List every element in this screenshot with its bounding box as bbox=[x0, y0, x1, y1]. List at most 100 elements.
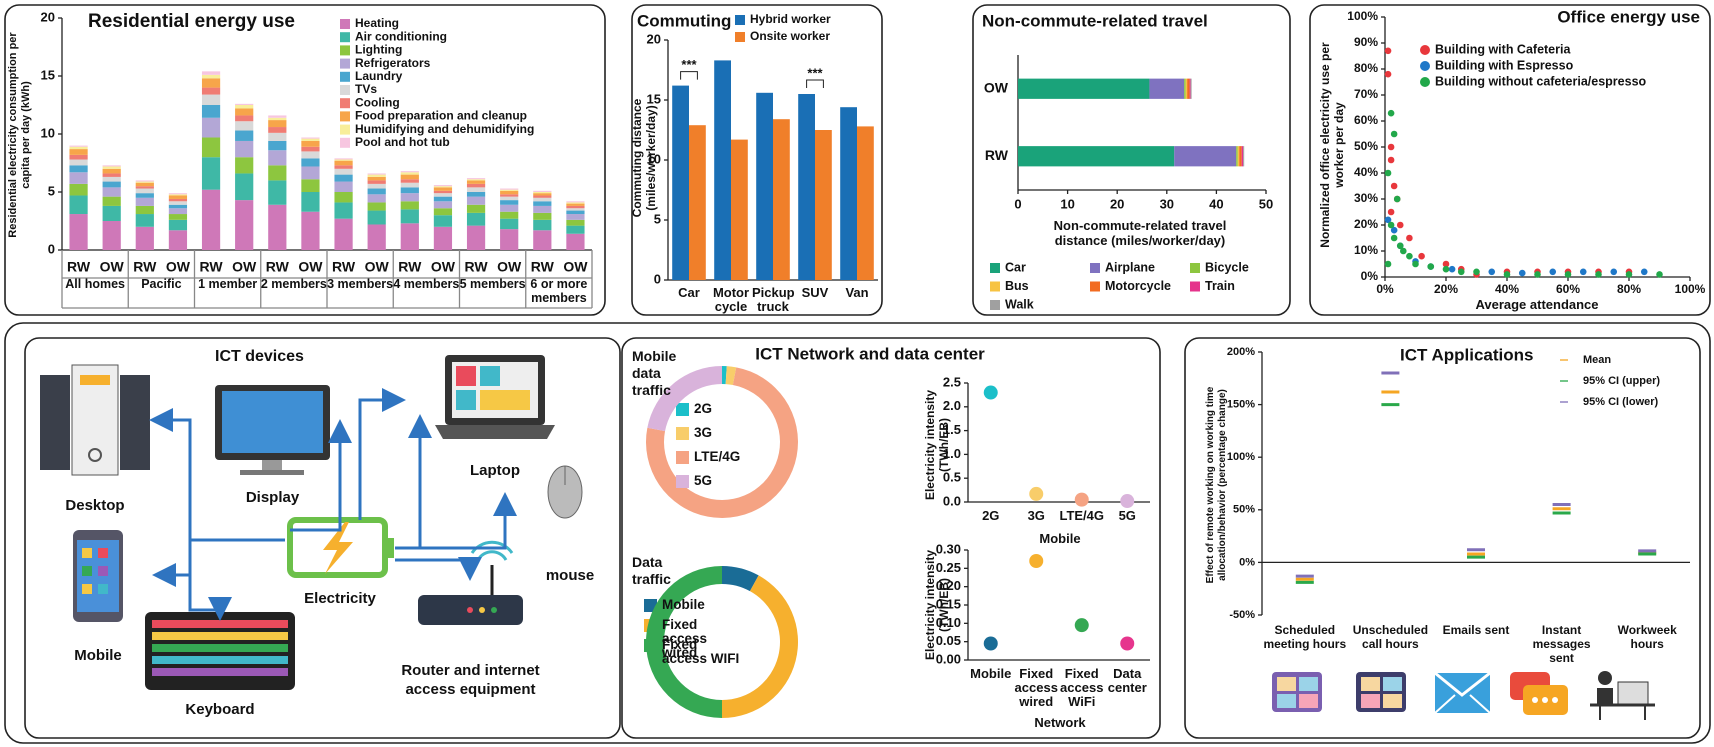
bar bbox=[168, 193, 188, 195]
bar bbox=[102, 221, 121, 250]
legend-swatch bbox=[735, 32, 745, 42]
bar bbox=[69, 183, 88, 196]
panel-frame bbox=[621, 337, 1161, 739]
x-tick-label: 2G bbox=[982, 508, 1000, 523]
group-label: 4 members bbox=[393, 277, 460, 291]
point bbox=[1473, 268, 1480, 276]
point bbox=[983, 636, 998, 651]
y-tick-label: 50% bbox=[1354, 139, 1378, 153]
y-tick-label: 80% bbox=[1354, 61, 1378, 75]
legend-swatch bbox=[340, 98, 350, 109]
y-tick-label: 15 bbox=[647, 91, 661, 106]
point bbox=[1427, 263, 1435, 270]
bar bbox=[268, 140, 287, 151]
legend-swatch bbox=[1090, 281, 1100, 292]
group-label: 6 or more members bbox=[530, 277, 588, 305]
bar bbox=[301, 146, 320, 152]
legend-swatch bbox=[340, 45, 350, 56]
legend-label: Building with Espresso bbox=[1435, 58, 1574, 72]
x-tick-label: OW bbox=[100, 259, 125, 275]
donut-slice bbox=[725, 366, 737, 386]
y-tick-label: 20 bbox=[647, 31, 661, 46]
bar bbox=[1236, 146, 1238, 167]
bar bbox=[1189, 78, 1191, 99]
bar bbox=[135, 214, 154, 227]
bar bbox=[466, 212, 486, 226]
group-label: 1 member bbox=[198, 277, 258, 291]
legend-swatch bbox=[1420, 45, 1430, 55]
point bbox=[1387, 156, 1395, 164]
y-tick-label: 1.0 bbox=[943, 446, 961, 461]
y-tick-label: 10 bbox=[647, 151, 661, 166]
bar bbox=[1174, 146, 1237, 167]
legend-label: Building with Cafeteria bbox=[1435, 42, 1571, 56]
bar bbox=[400, 182, 419, 188]
legend-label: Onsite worker bbox=[750, 29, 830, 43]
bar bbox=[566, 233, 585, 250]
point bbox=[1412, 260, 1419, 268]
x-tick-label: 80% bbox=[1617, 282, 1641, 296]
point bbox=[1074, 492, 1089, 507]
bar bbox=[69, 145, 88, 147]
bar bbox=[102, 205, 121, 221]
legend-label: Bicycle bbox=[1205, 260, 1249, 274]
legend-label: Lighting bbox=[355, 43, 402, 57]
bar bbox=[433, 187, 453, 191]
x-tick-label: RW bbox=[200, 259, 224, 275]
chart-title: Mobile data traffic bbox=[632, 348, 677, 398]
legend-label: Train bbox=[1205, 279, 1235, 293]
legend-swatch bbox=[1190, 263, 1200, 273]
bar bbox=[168, 208, 188, 215]
legend-label: Refrigerators bbox=[355, 56, 431, 70]
bar bbox=[102, 196, 121, 206]
legend-swatch bbox=[990, 281, 1000, 292]
y-tick-label: 40% bbox=[1354, 165, 1378, 179]
bar bbox=[566, 202, 585, 204]
bar bbox=[433, 185, 453, 187]
bar bbox=[268, 120, 287, 128]
x-tick-label: Data center bbox=[1107, 666, 1147, 695]
bar bbox=[69, 214, 88, 250]
bar bbox=[235, 115, 254, 122]
bar bbox=[301, 140, 320, 147]
y-tick-label: 0.15 bbox=[936, 596, 961, 611]
legend-swatch bbox=[1420, 61, 1430, 71]
bar bbox=[533, 205, 552, 213]
y-tick-label: 0.5 bbox=[943, 470, 961, 485]
y-tick-label: 20 bbox=[41, 9, 55, 24]
x-tick-label: Car bbox=[678, 285, 700, 300]
bar bbox=[533, 193, 552, 196]
panel-frame bbox=[24, 337, 621, 739]
bar bbox=[334, 158, 353, 160]
bar bbox=[334, 174, 353, 182]
y-tick-label: 15 bbox=[41, 67, 55, 82]
bar bbox=[168, 214, 188, 220]
y-tick-label: 10% bbox=[1354, 243, 1378, 257]
x-tick-label: SUV bbox=[801, 285, 829, 300]
y-tick-label: 60% bbox=[1354, 113, 1378, 127]
bar bbox=[798, 94, 815, 280]
legend-label: Heating bbox=[355, 16, 399, 30]
bar bbox=[1187, 78, 1190, 99]
group-label: All homes bbox=[65, 277, 125, 291]
bar bbox=[301, 211, 320, 250]
point bbox=[1396, 221, 1404, 229]
bar bbox=[400, 174, 419, 180]
bar bbox=[433, 201, 453, 209]
x-tick-label: OW bbox=[232, 259, 257, 275]
bar bbox=[168, 195, 188, 199]
bar bbox=[500, 188, 519, 190]
donut-slice bbox=[647, 366, 722, 432]
y-tick-label: 0 bbox=[48, 241, 55, 256]
y-tick-label: 100% bbox=[1347, 9, 1378, 23]
bar bbox=[168, 198, 188, 202]
point bbox=[1384, 70, 1392, 78]
bar bbox=[566, 214, 585, 220]
x-tick-label: Motor cycle bbox=[712, 285, 750, 314]
bar bbox=[367, 224, 386, 250]
legend-swatch bbox=[340, 19, 350, 29]
bar bbox=[69, 165, 88, 173]
legend-swatch bbox=[1190, 281, 1200, 292]
axis-title: Electricity intensity (TWh/EB) bbox=[923, 549, 951, 661]
